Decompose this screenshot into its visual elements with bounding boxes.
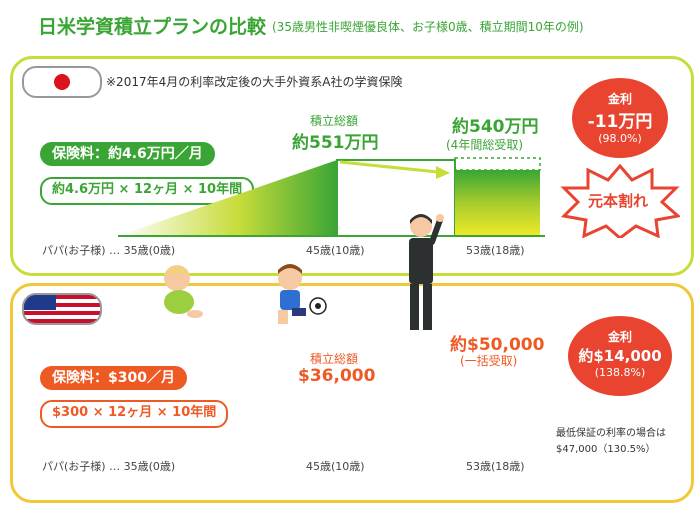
japan-flag-icon bbox=[22, 66, 102, 98]
japan-formula: 約4.6万円 × 12ヶ月 × 10年間 bbox=[40, 177, 255, 205]
usa-payout-value: 約$50,000 bbox=[450, 335, 545, 355]
japan-payout-note: (4年間総受取) bbox=[446, 138, 523, 152]
japan-payout-value: 約540万円 bbox=[452, 117, 539, 137]
boy-with-ball-illustration bbox=[278, 264, 327, 324]
usa-interest-title: 金利 bbox=[607, 330, 632, 344]
usa-guarantee-line1: 最低保証の利率の場合は bbox=[556, 428, 666, 439]
loss-burst-icon bbox=[560, 164, 680, 238]
japan-axis-mid: 45歳(10歳) bbox=[306, 244, 365, 257]
japan-interest-rate: (98.0%) bbox=[598, 132, 642, 145]
baby-illustration bbox=[164, 265, 203, 318]
usa-interest-value: 約$14,000 bbox=[578, 347, 662, 365]
japan-total-title: 積立総額 bbox=[310, 114, 359, 128]
usa-premium-badge: 保険料：$300／月 bbox=[40, 366, 187, 390]
usa-interest-rate: (138.8%) bbox=[594, 366, 646, 379]
usa-axis-mid: 45歳(10歳) bbox=[306, 460, 365, 473]
japan-premium-badge: 保険料：約4.6万円／月 bbox=[40, 142, 215, 166]
usa-axis-end: 53歳(18歳) bbox=[466, 460, 525, 473]
japan-accumulation-area bbox=[118, 160, 337, 236]
japan-axis-end: 53歳(18歳) bbox=[466, 244, 525, 257]
usa-interest-bubble: 金利 約$14,000 (138.8%) bbox=[568, 316, 672, 396]
usa-panel bbox=[10, 283, 694, 503]
japan-total-value: 約551万円 bbox=[292, 133, 379, 153]
usa-total-value: $36,000 bbox=[298, 366, 376, 386]
japan-interest-value: -11万円 bbox=[587, 112, 653, 132]
usa-formula: $300 × 12ヶ月 × 10年間 bbox=[40, 400, 229, 428]
page-title: 日米学資積立プランの比較 bbox=[38, 16, 267, 38]
japan-payout-bar bbox=[455, 170, 540, 236]
usa-total-title: 積立総額 bbox=[310, 352, 359, 366]
usa-payout-note: (一括受取) bbox=[460, 354, 518, 368]
usa-guarantee-line2: $47,000（130.5%） bbox=[556, 444, 656, 455]
japan-interest-bubble: 金利 -11万円 (98.0%) bbox=[572, 78, 668, 158]
loss-label: 元本割れ bbox=[588, 192, 649, 210]
japan-note: ※2017年4月の利率改定後の大手外資系A社の学資保険 bbox=[106, 75, 403, 89]
page-subtitle: (35歳男性非喫煙優良体、お子様0歳、積立期間10年の例) bbox=[272, 20, 584, 34]
teen-illustration bbox=[409, 214, 444, 330]
japan-interest-title: 金利 bbox=[607, 92, 632, 106]
usa-flag-icon bbox=[22, 293, 102, 325]
japan-axis-start: パパ(お子様) … 35歳(0歳) bbox=[42, 244, 176, 257]
usa-axis-start: パパ(お子様) … 35歳(0歳) bbox=[42, 460, 176, 473]
